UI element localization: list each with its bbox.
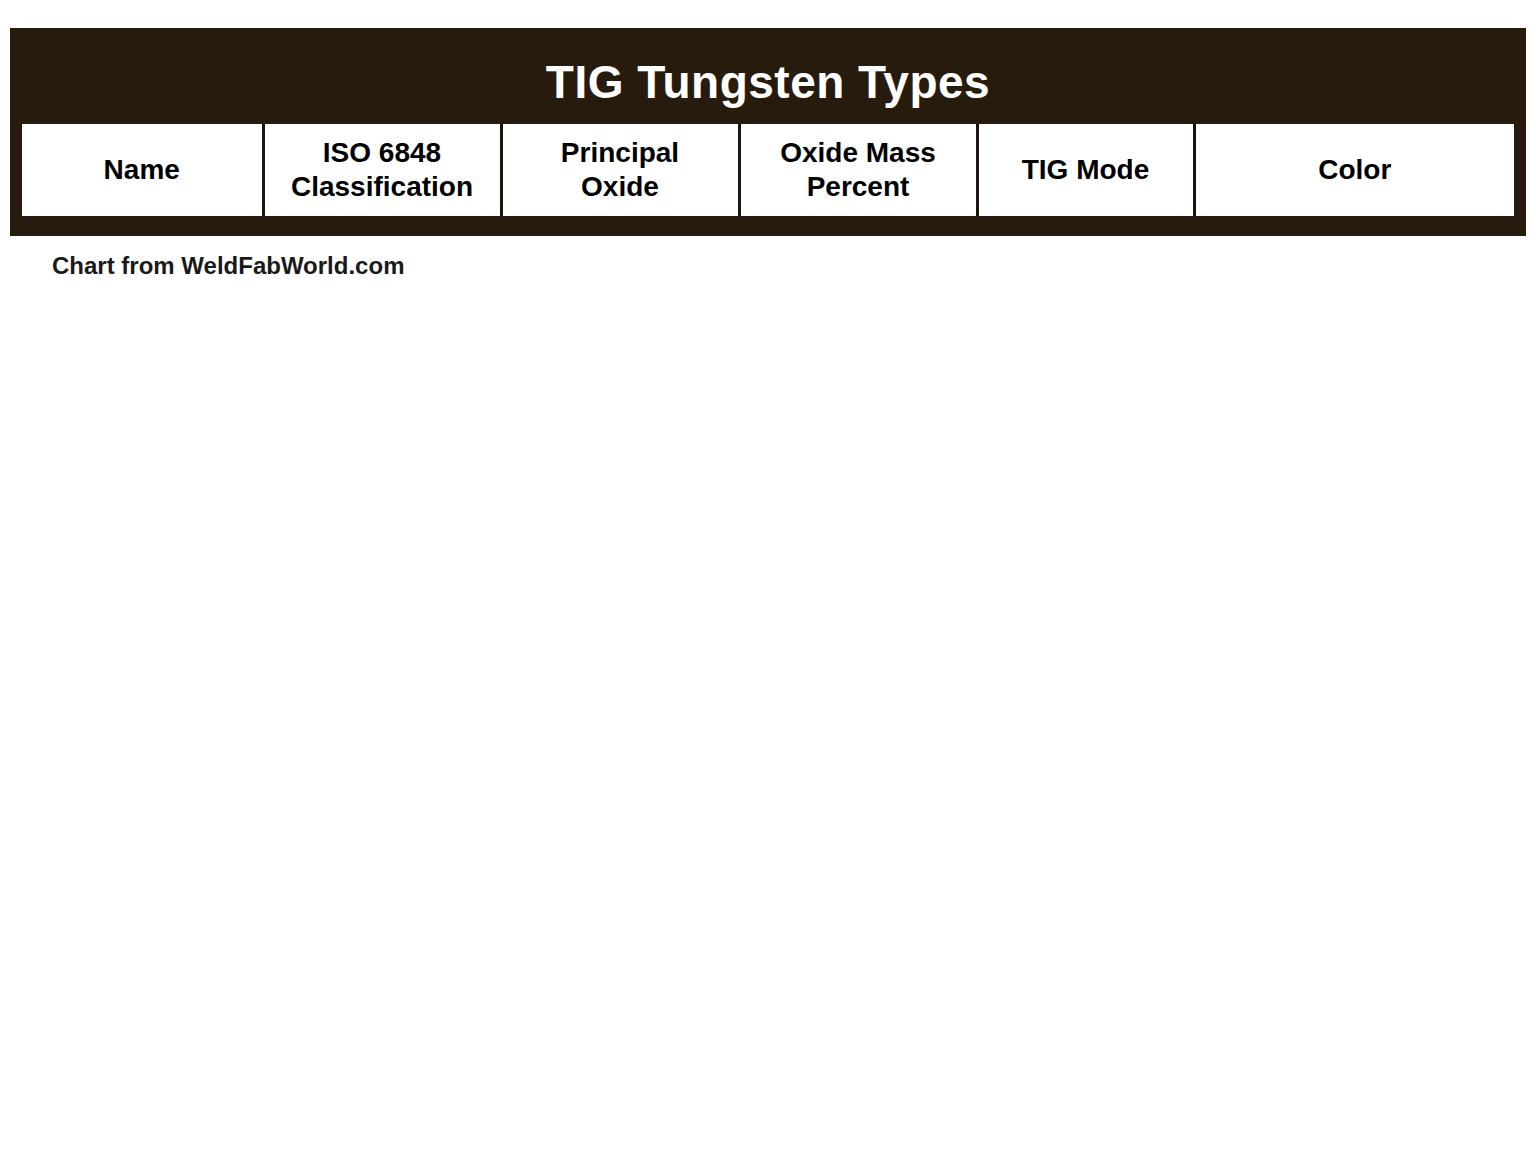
source-credit: Chart from WeldFabWorld.com <box>52 252 1536 280</box>
header-row: Name ISO 6848 Classification Principal O… <box>22 124 1514 220</box>
column-header-tig-mode: TIG Mode <box>977 124 1194 220</box>
column-header-color: Color <box>1194 124 1514 220</box>
column-header-iso-classification: ISO 6848 Classification <box>263 124 501 220</box>
column-header-oxide-mass-percent: Oxide Mass Percent <box>739 124 977 220</box>
page-title: TIG Tungsten Types <box>546 55 990 109</box>
page: TIG Tungsten Types Name ISO 6848 Classif… <box>0 0 1536 1160</box>
table-frame: TIG Tungsten Types Name ISO 6848 Classif… <box>10 28 1526 236</box>
column-header-principal-oxide: Principal Oxide <box>501 124 739 220</box>
tungsten-types-table: Name ISO 6848 Classification Principal O… <box>22 124 1514 224</box>
title-bar: TIG Tungsten Types <box>22 40 1514 124</box>
column-header-name: Name <box>22 124 263 220</box>
